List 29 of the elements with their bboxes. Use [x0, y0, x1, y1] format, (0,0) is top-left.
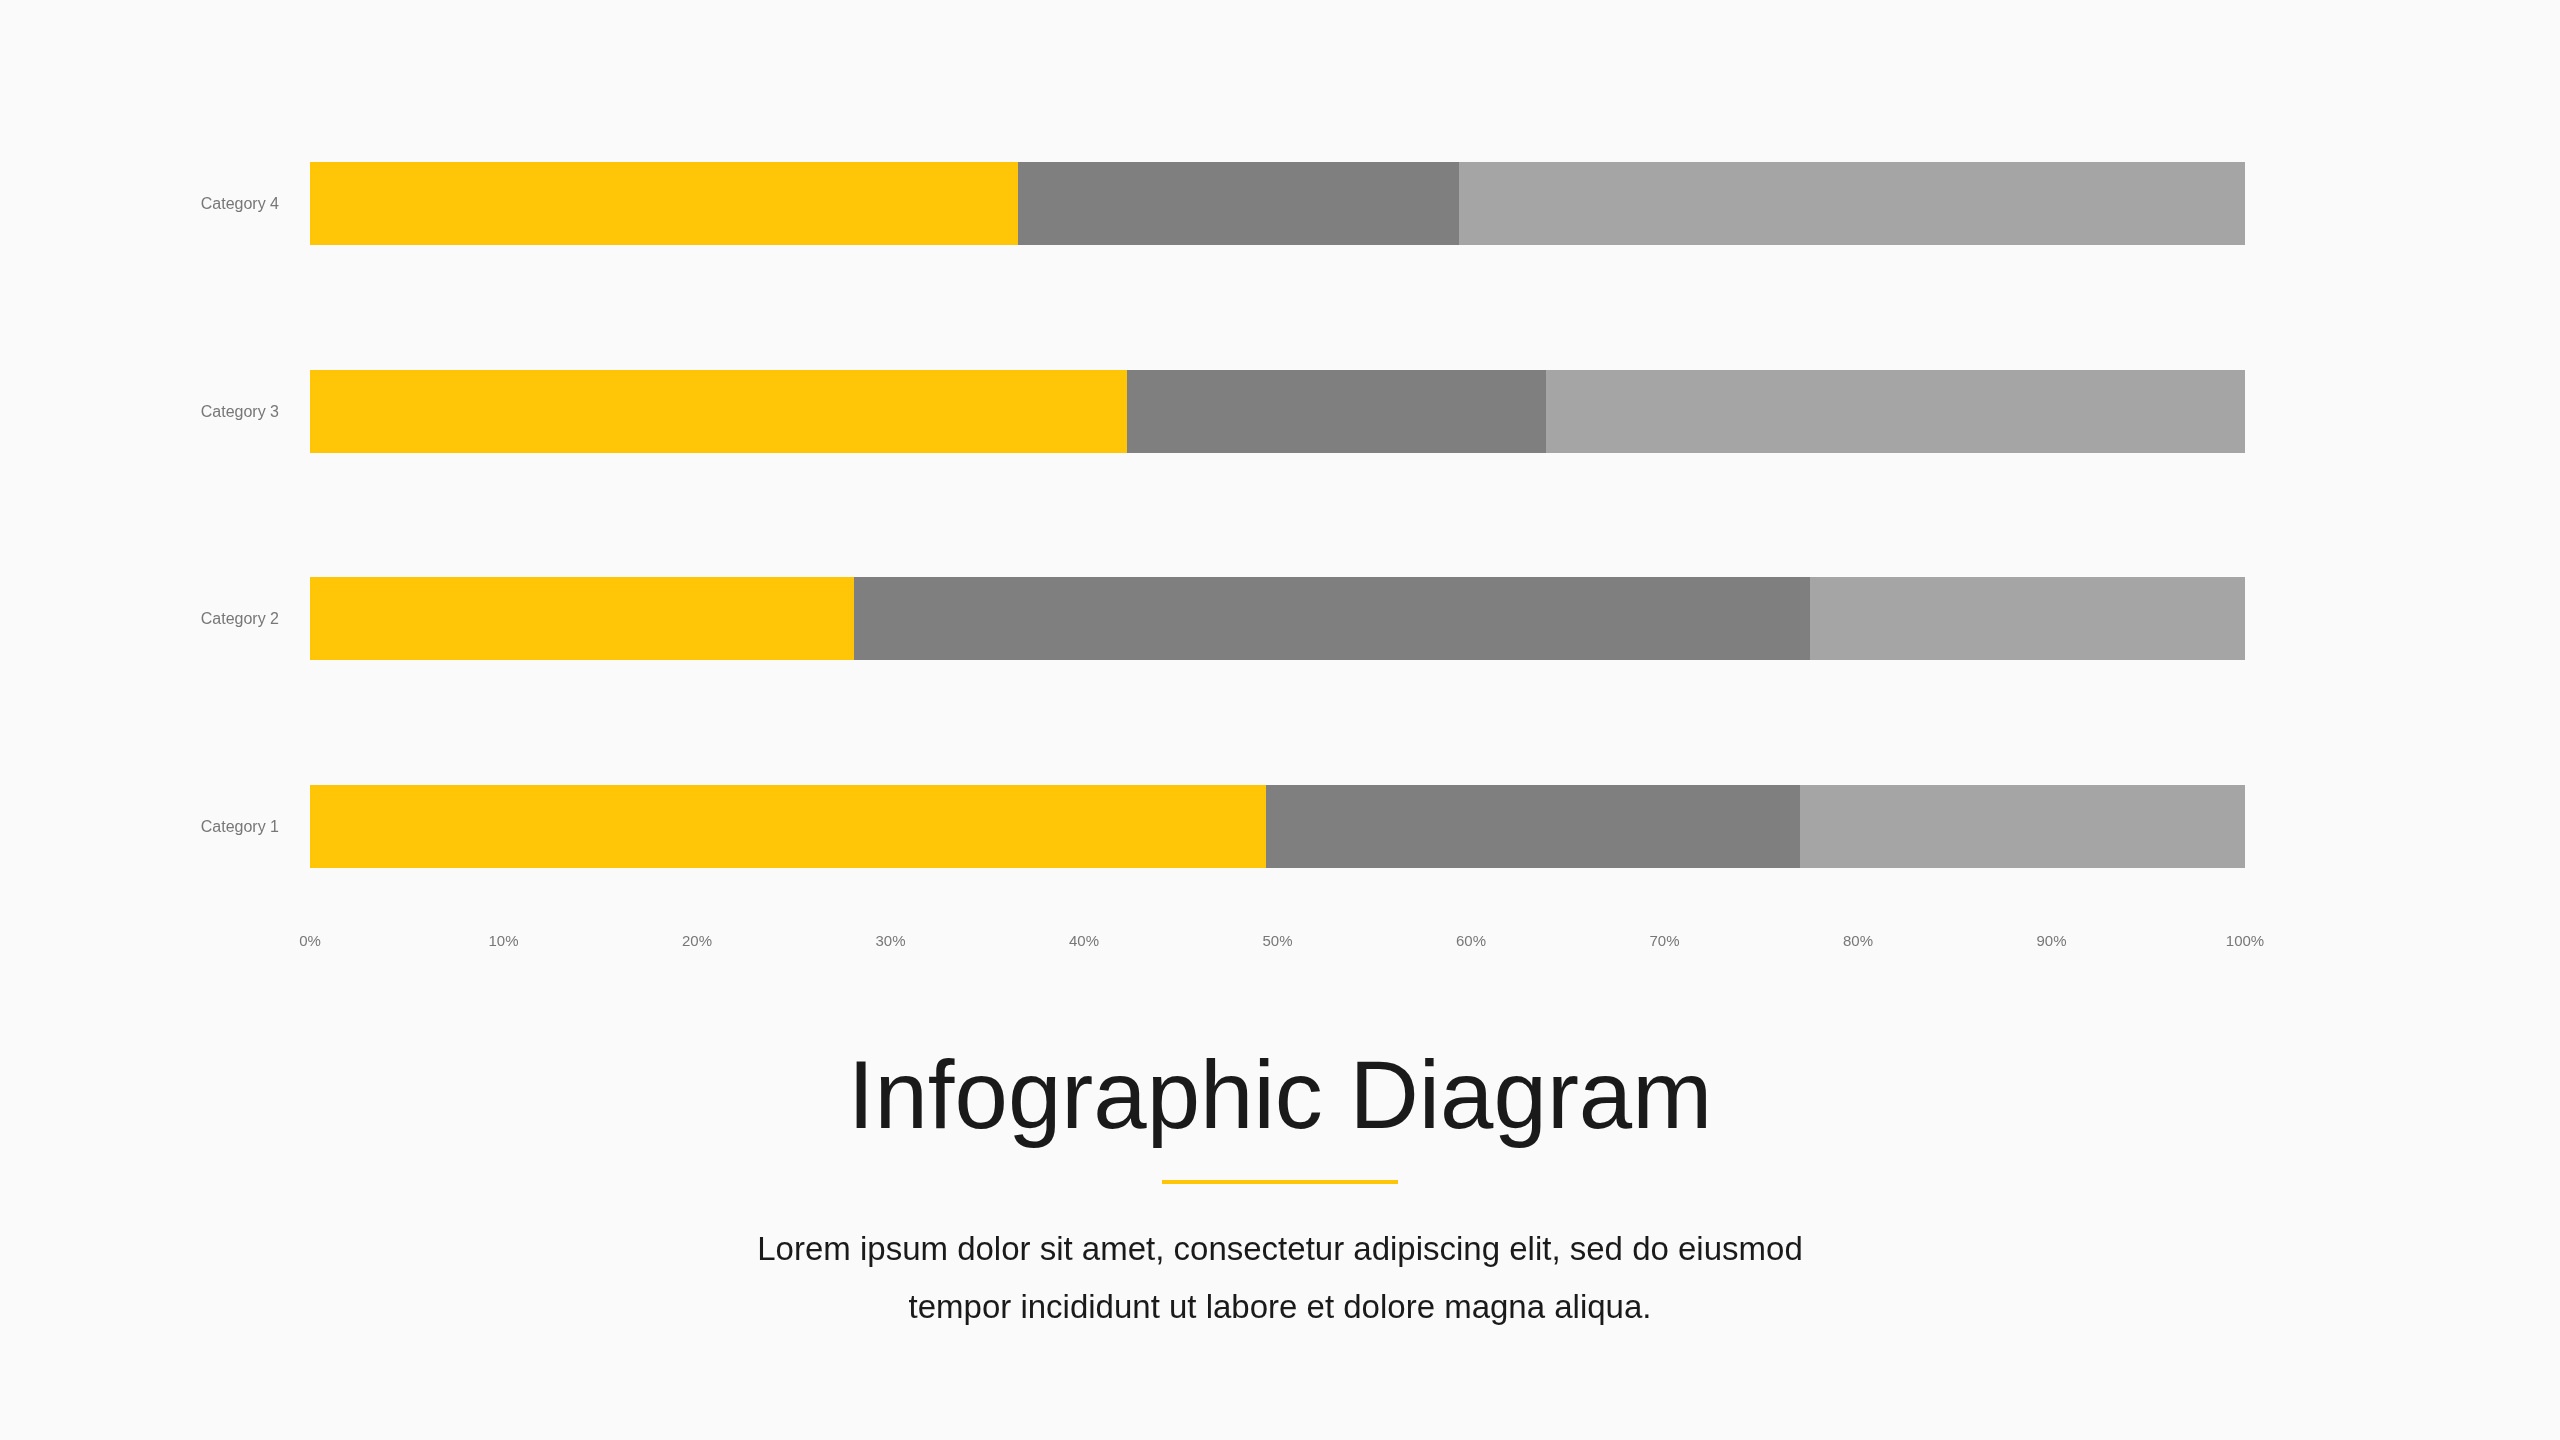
bar — [310, 784, 1266, 868]
bar — [1265, 784, 1800, 868]
x-tick-label: 20% — [681, 932, 713, 949]
bar — [1546, 369, 2245, 453]
x-tick-label: 40% — [1068, 932, 1100, 949]
x-tick-label: 10% — [488, 932, 519, 949]
y-tick-label: Category 4 — [200, 195, 280, 213]
bar — [1018, 162, 1460, 246]
y-tick-label: Category 1 — [200, 817, 280, 835]
bar — [1126, 369, 1547, 453]
x-tick-label: 0% — [299, 932, 321, 949]
x-tick-label: 30% — [875, 932, 906, 949]
bar — [1799, 784, 2245, 868]
x-tick-label: 90% — [2036, 932, 2067, 949]
bar — [310, 162, 1019, 246]
y-tick-label: Category 2 — [200, 610, 280, 628]
text: Lorem ipsum dolor sit amet, consectetur adipiscing elit, sed do eiusmod tempor incididunt ut labore et dolore magna aliqua. — [756, 1229, 1804, 1327]
y-tick-label: Category 3 — [200, 402, 280, 420]
bar — [1809, 577, 2245, 661]
bar — [310, 369, 1127, 453]
x-tick-label: 50% — [1262, 932, 1293, 949]
text: Infographic Diagram — [846, 1040, 1714, 1150]
x-tick-label: 80% — [1842, 932, 1874, 949]
bar — [1459, 162, 2245, 246]
x-tick-label: 70% — [1649, 932, 1680, 949]
bar — [853, 577, 1810, 661]
bar — [310, 577, 854, 661]
x-tick-label: 60% — [1455, 932, 1487, 949]
x-tick-label: 100% — [2225, 932, 2265, 949]
